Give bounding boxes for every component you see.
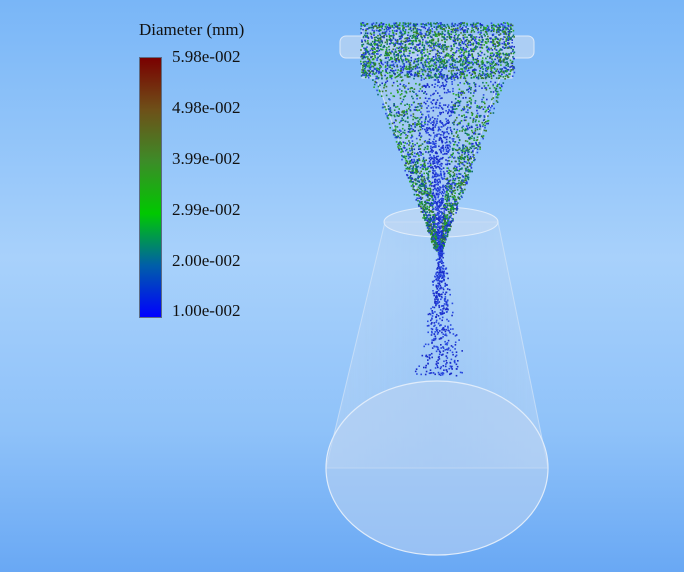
tick-label-4: 2.99e-002	[172, 200, 241, 219]
tick-label-max: 5.98e-002	[172, 47, 241, 66]
color-legend: Diameter (mm) 5.98e-002 4.98e-002 3.99e-…	[0, 0, 300, 330]
chamber-bottom-ellipse	[325, 380, 549, 556]
tick-label-2: 4.98e-002	[172, 98, 241, 117]
tick-label-min: 1.00e-002	[172, 301, 241, 320]
particle-cloud	[360, 22, 516, 377]
legend-title: Diameter (mm)	[139, 20, 245, 39]
colorbar	[139, 57, 162, 318]
tick-label-5: 2.00e-002	[172, 251, 241, 270]
tick-label-3: 3.99e-002	[172, 149, 241, 168]
